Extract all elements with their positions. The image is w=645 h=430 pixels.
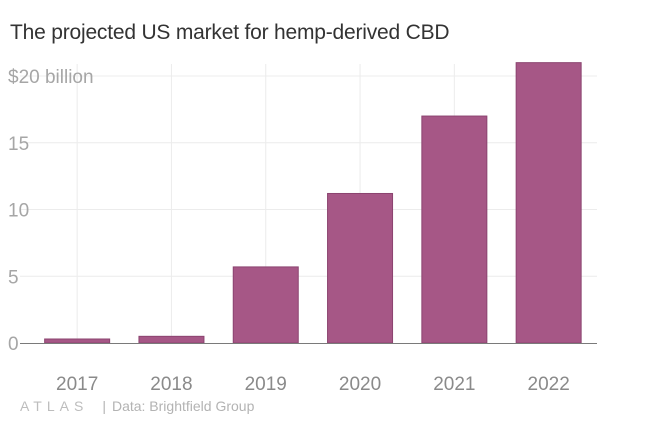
y-tick-label: $20 billion bbox=[8, 67, 94, 88]
x-tick-label: 2020 bbox=[339, 374, 381, 395]
x-tick-label: 2021 bbox=[433, 374, 475, 395]
horizontal-gridlines bbox=[20, 75, 597, 277]
chart-title: The projected US market for hemp-derived… bbox=[10, 21, 450, 44]
footer: ATLAS | Data: Brightfield Group bbox=[20, 398, 254, 414]
x-tick-label: 2022 bbox=[528, 374, 570, 395]
bar-2021 bbox=[421, 115, 488, 344]
footer-separator: | bbox=[102, 398, 106, 414]
bar-2019 bbox=[232, 266, 299, 344]
y-axis-ticks: 0 5 10 15 $20 billion bbox=[8, 67, 94, 355]
y-tick-label: 5 bbox=[8, 267, 19, 288]
bar-2018 bbox=[138, 335, 205, 344]
y-tick-label: 0 bbox=[8, 334, 19, 355]
y-tick-label: 10 bbox=[8, 201, 29, 222]
x-tick-label: 2019 bbox=[245, 374, 287, 395]
x-tick-label: 2018 bbox=[150, 374, 192, 395]
data-source: Data: Brightfield Group bbox=[111, 398, 255, 414]
x-tick-label: 2017 bbox=[56, 374, 98, 395]
bar-2017 bbox=[44, 338, 111, 344]
y-tick-label: 15 bbox=[8, 134, 29, 155]
x-axis-ticks: 2017 2018 2019 2020 2021 2022 bbox=[56, 374, 570, 395]
bar-2022 bbox=[515, 62, 582, 344]
bar-2020 bbox=[327, 192, 394, 344]
atlas-logo: ATLAS bbox=[20, 398, 89, 414]
bars bbox=[44, 62, 582, 344]
